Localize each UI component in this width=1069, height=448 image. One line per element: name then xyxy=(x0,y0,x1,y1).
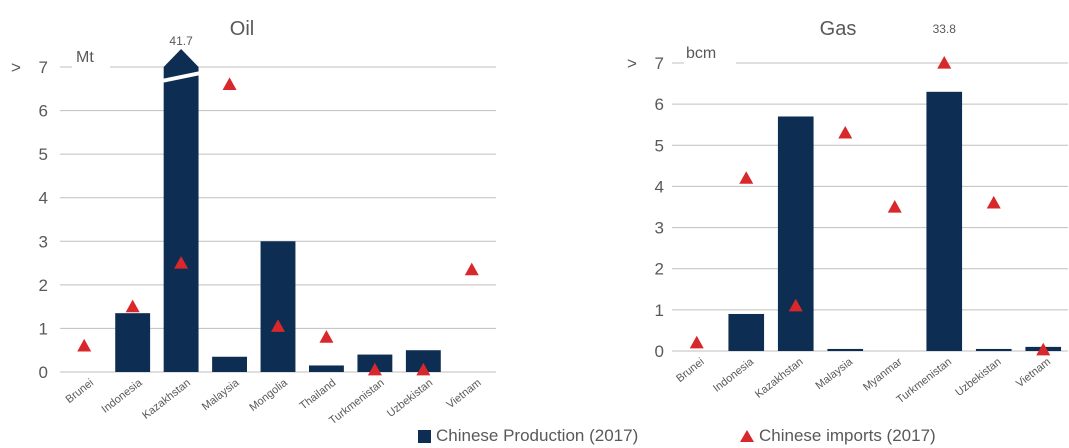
oil-import-marker xyxy=(465,263,479,276)
oil-unit-label: Mt xyxy=(76,49,94,66)
oil-category-label: Kazakhstan xyxy=(140,377,193,422)
oil-category-label: Brunei xyxy=(64,377,96,406)
gas-ytick-label: 1 xyxy=(655,301,664,320)
oil-ytick-label: 1 xyxy=(39,319,48,338)
gas-category-label: Indonesia xyxy=(711,355,757,394)
gas-bar xyxy=(926,92,962,351)
gas-bar xyxy=(976,349,1012,351)
oil-ytick-label: 4 xyxy=(39,189,48,208)
oil-chart-title: Oil xyxy=(230,18,254,40)
gas-category-label: Vietnam xyxy=(1014,356,1053,390)
gas-import-marker xyxy=(888,200,902,213)
legend-label-imports: Chinese imports (2017) xyxy=(759,426,936,446)
legend-item-production: Chinese Production (2017) xyxy=(418,426,638,446)
oil-ytick-label: 5 xyxy=(39,145,48,164)
gas-ytick-label: 0 xyxy=(655,342,664,361)
oil-overflow-marker: > xyxy=(11,58,21,77)
gas-bar xyxy=(827,349,863,351)
oil-bar xyxy=(115,313,150,372)
gas-ytick-label: 3 xyxy=(655,219,664,238)
gas-category-label: Myanmar xyxy=(861,356,905,394)
gas-bar xyxy=(728,314,764,351)
gas-category-label: Turkmenistan xyxy=(895,356,955,406)
legend-label-production: Chinese Production (2017) xyxy=(436,426,638,446)
oil-ytick-label: 7 xyxy=(39,58,48,77)
gas-ytick-label: 5 xyxy=(655,136,664,155)
gas-chart-title: Gas xyxy=(820,18,857,40)
oil-category-label: Indonesia xyxy=(100,376,146,415)
gas-ytick-label: 4 xyxy=(655,177,664,196)
oil-ytick-label: 3 xyxy=(39,232,48,251)
gas-unit-label: bcm xyxy=(686,45,716,62)
gas-import-marker xyxy=(838,126,852,139)
gas-import-marker xyxy=(987,196,1001,209)
oil-import-marker xyxy=(319,330,333,343)
gas-ytick-label: 7 xyxy=(655,54,664,73)
oil-bar xyxy=(261,241,296,372)
gas-ytick-label: 2 xyxy=(655,260,664,279)
oil-category-label: Vietnam xyxy=(445,377,484,411)
oil-bar xyxy=(212,357,247,372)
legend-bar-swatch xyxy=(418,430,431,443)
oil-category-label: Thailand xyxy=(298,377,339,412)
oil-import-marker xyxy=(126,300,140,313)
oil-category-label: Malaysia xyxy=(200,376,242,413)
oil-bar xyxy=(164,49,199,372)
oil-ytick-label: 6 xyxy=(39,102,48,121)
oil-ytick-label: 0 xyxy=(39,363,48,382)
oil-data-label: 41.7 xyxy=(169,34,193,48)
gas-bar xyxy=(778,116,814,351)
gas-ytick-label: 6 xyxy=(655,95,664,114)
gas-overflow-marker: > xyxy=(627,54,637,73)
gas-category-label: Malaysia xyxy=(814,355,856,392)
gas-import-marker xyxy=(690,336,704,349)
oil-ytick-label: 2 xyxy=(39,276,48,295)
gas-import-marker xyxy=(937,56,951,69)
legend-triangle-swatch xyxy=(740,430,754,442)
oil-import-marker xyxy=(223,77,237,90)
oil-import-marker xyxy=(77,339,91,352)
oil-category-label: Mongolia xyxy=(247,376,290,413)
gas-category-label: Kazakhstan xyxy=(753,356,806,401)
oil-category-label: Uzbekistan xyxy=(385,377,435,420)
oil-bar xyxy=(309,365,344,372)
legend-item-imports: Chinese imports (2017) xyxy=(740,426,936,446)
gas-import-marker xyxy=(739,171,753,184)
gas-category-label: Brunei xyxy=(674,356,706,385)
gas-data-label: 33.8 xyxy=(933,22,957,36)
gas-category-label: Uzbekistan xyxy=(953,356,1003,399)
